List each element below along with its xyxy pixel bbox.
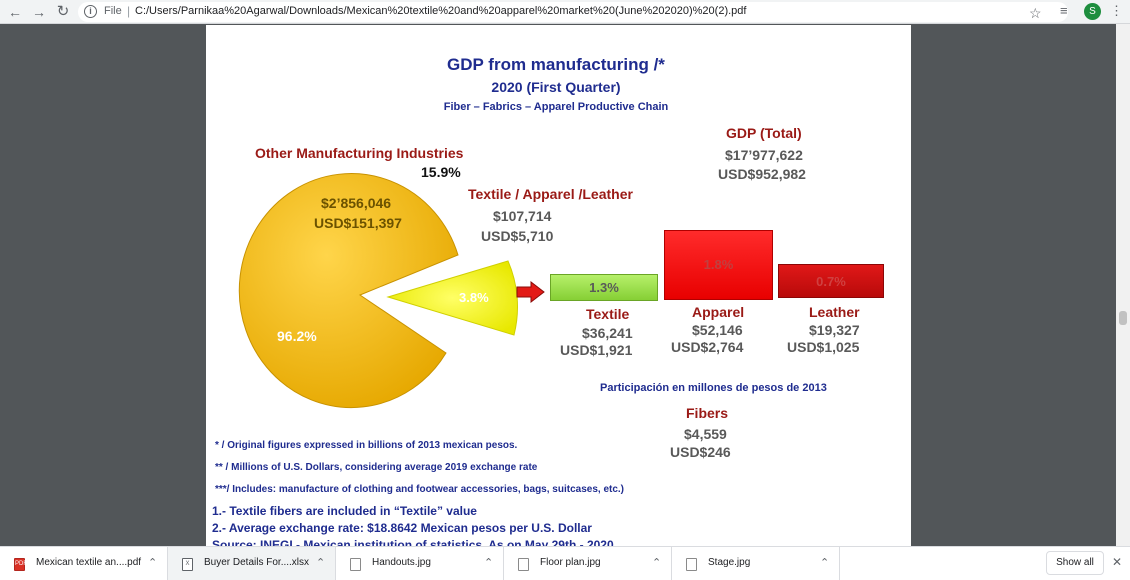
gdp-total-pesos: $17’977,622: [725, 147, 803, 163]
download-bar: PDF Mexican textile an....pdf ⌃ X Buyer …: [0, 546, 1130, 580]
textile-label: Textile: [586, 306, 630, 322]
pdf-page: GDP from manufacturing /* 2020 (First Qu…: [206, 25, 911, 546]
pdf-scrollbar[interactable]: [1116, 24, 1130, 546]
url-text[interactable]: C:/Users/Parnikaa%20Agarwal/Downloads/Me…: [135, 5, 747, 17]
apparel-bar: 1.8%: [664, 230, 773, 300]
red-arrow-icon: [516, 281, 545, 303]
tal-usd: USD$5,710: [481, 228, 554, 244]
leather-pesos: $19,327: [809, 322, 860, 338]
separator: |: [127, 4, 131, 18]
image-icon: [518, 558, 529, 571]
download-item-handouts[interactable]: Handouts.jpg ⌃: [336, 547, 504, 580]
image-icon: [686, 558, 697, 571]
show-all-button[interactable]: Show all: [1046, 551, 1104, 575]
footnote-1: 1.- Textile fibers are included in “Text…: [212, 504, 477, 518]
address-bar[interactable]: i File | C:/Users/Parnikaa%20Agarwal/Dow…: [78, 2, 1068, 22]
download-item-stage[interactable]: Stage.jpg ⌃: [672, 547, 840, 580]
download-item-pdf[interactable]: PDF Mexican textile an....pdf ⌃: [0, 547, 168, 580]
fibers-pesos: $4,559: [684, 426, 727, 442]
textile-bar: 1.3%: [550, 274, 658, 301]
close-icon[interactable]: ✕: [1112, 555, 1123, 569]
download-name: Handouts.jpg: [372, 557, 431, 568]
pie-slice-textile-apparel-leather: [386, 260, 518, 336]
pdf-icon: PDF: [14, 558, 27, 571]
fibers-usd: USD$246: [670, 444, 731, 460]
xlsx-icon: X: [182, 558, 193, 571]
textile-pct: 1.3%: [589, 280, 619, 295]
leather-usd: USD$1,025: [787, 339, 860, 355]
image-icon: [350, 558, 361, 571]
browser-toolbar: ← → ↻ i File | C:/Users/Parnikaa%20Agarw…: [0, 0, 1130, 24]
download-name: Floor plan.jpg: [540, 557, 601, 568]
reload-icon[interactable]: ↻: [56, 3, 70, 20]
menu-kebab-icon[interactable]: ⋮: [1110, 3, 1123, 18]
apparel-usd: USD$2,764: [671, 339, 744, 355]
download-name: Mexican textile an....pdf: [36, 557, 142, 568]
back-icon[interactable]: ←: [8, 4, 22, 20]
footnote-2: 2.- Average exchange rate: $18.8642 Mexi…: [212, 521, 592, 535]
chevron-up-icon[interactable]: ⌃: [652, 557, 662, 569]
tal-pesos: $107,714: [493, 208, 552, 224]
chevron-up-icon[interactable]: ⌃: [316, 557, 326, 569]
other-mfg-usd: USD$151,397: [314, 215, 402, 231]
info-icon[interactable]: i: [84, 5, 97, 18]
apparel-label: Apparel: [692, 304, 745, 320]
slide-subtitle: 2020 (First Quarter): [491, 79, 621, 95]
pie-slice-other: [238, 173, 459, 409]
apparel-pesos: $52,146: [692, 322, 743, 338]
textile-pesos: $36,241: [582, 325, 633, 341]
leather-label: Leather: [809, 304, 860, 320]
download-name: Stage.jpg: [708, 557, 751, 568]
download-item-xlsx[interactable]: X Buyer Details For....xlsx ⌃: [168, 547, 336, 580]
note-2: ** / Millions of U.S. Dollars, consideri…: [215, 462, 538, 473]
participation-note: Participación en millones de pesos de 20…: [600, 382, 827, 394]
profile-avatar[interactable]: S: [1084, 3, 1101, 20]
leather-pct: 0.7%: [816, 274, 846, 289]
fibers-label: Fibers: [686, 405, 729, 421]
forward-icon[interactable]: →: [32, 4, 46, 20]
textile-usd: USD$1,921: [560, 342, 633, 358]
other-mfg-pct: 15.9%: [421, 164, 461, 180]
gdp-total-label: GDP (Total): [726, 125, 802, 141]
note-1: * / Original figures expressed in billio…: [215, 440, 518, 451]
other-mfg-pesos: $2’856,046: [321, 195, 392, 211]
slide-subtitle2: Fiber – Fabrics – Apparel Productive Cha…: [443, 101, 669, 113]
pie-slice-label: 3.8%: [459, 290, 489, 305]
footnote-3: Source: INEGI - Mexican institution of s…: [212, 538, 614, 546]
gdp-total-usd: USD$952,982: [718, 166, 806, 182]
slide-title: GDP from manufacturing /*: [447, 55, 665, 74]
scroll-thumb[interactable]: [1119, 311, 1127, 325]
other-mfg-label: Other Manufacturing Industries: [255, 145, 464, 161]
apparel-pct: 1.8%: [703, 257, 734, 272]
file-label: File: [104, 5, 122, 17]
leather-bar: 0.7%: [778, 264, 884, 298]
tal-label: Textile / Apparel /Leather: [468, 186, 633, 202]
bookmark-star-icon[interactable]: ☆: [1029, 5, 1042, 21]
download-name: Buyer Details For....xlsx: [204, 557, 310, 568]
pie-chart: [238, 173, 518, 409]
media-controls-icon[interactable]: ≡: [1060, 3, 1068, 18]
chevron-up-icon[interactable]: ⌃: [484, 557, 494, 569]
pie-big-label: 96.2%: [277, 328, 317, 344]
chevron-up-icon[interactable]: ⌃: [820, 557, 830, 569]
download-item-floorplan[interactable]: Floor plan.jpg ⌃: [504, 547, 672, 580]
chevron-up-icon[interactable]: ⌃: [148, 557, 158, 569]
note-3: ***/ Includes: manufacture of clothing a…: [215, 484, 625, 495]
